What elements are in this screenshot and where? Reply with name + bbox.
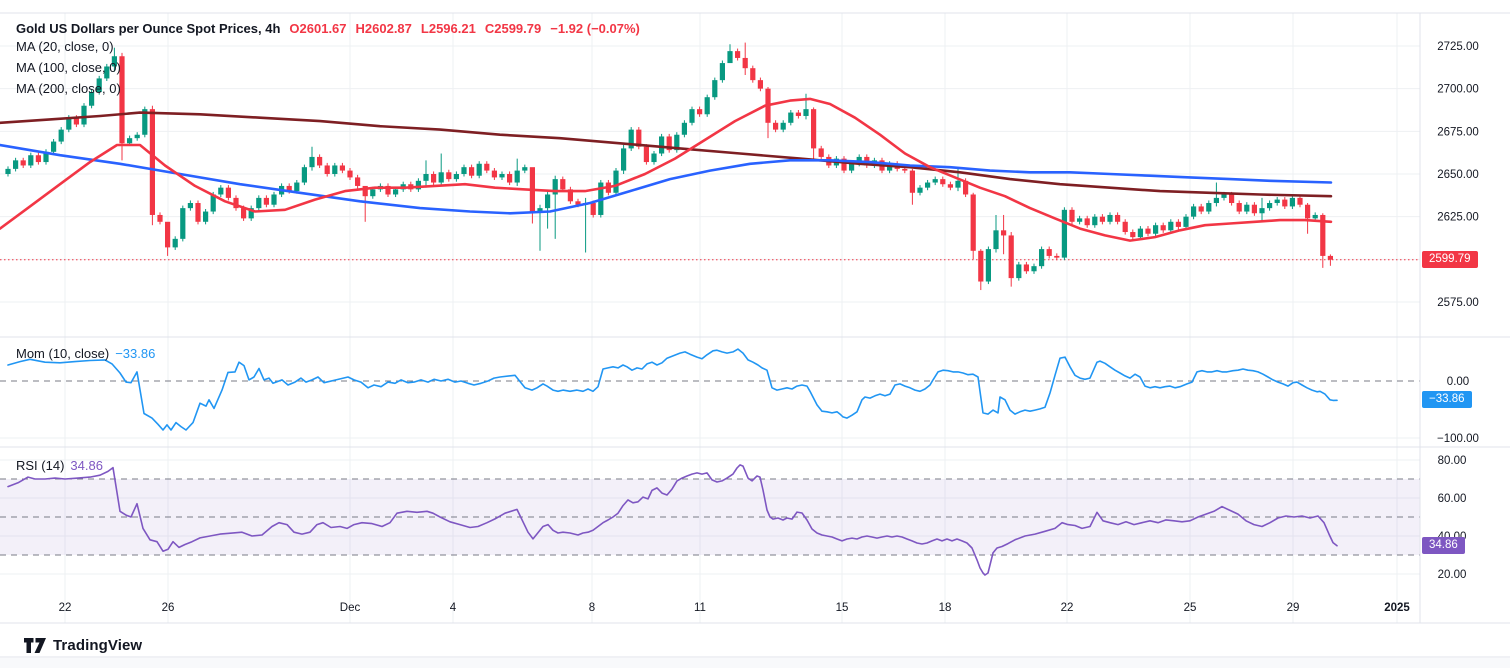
price-axis-tick[interactable]: 2575.00 bbox=[1437, 297, 1479, 309]
ohlc-high: H2602.87 bbox=[355, 21, 412, 36]
momentum-value: −33.86 bbox=[115, 346, 156, 361]
price-axis-tick[interactable]: 2625.00 bbox=[1437, 212, 1479, 224]
momentum-axis-tick[interactable]: −100.00 bbox=[1437, 433, 1479, 445]
momentum-label-text: Mom (10, close) bbox=[16, 346, 110, 361]
ma100-line bbox=[0, 143, 1333, 215]
time-axis-tick[interactable]: 26 bbox=[162, 602, 175, 614]
rsi-value: 34.86 bbox=[70, 458, 103, 473]
time-axis-tick[interactable]: 2025 bbox=[1384, 602, 1410, 614]
price-axis-tick[interactable]: 2725.00 bbox=[1437, 41, 1479, 53]
tradingview-logo[interactable]: TradingView bbox=[24, 637, 142, 654]
ma100-label[interactable]: MA (100, close, 0) bbox=[16, 60, 121, 75]
rsi-axis-label: 34.86 bbox=[1422, 536, 1465, 554]
momentum-axis-label: −33.86 bbox=[1422, 391, 1472, 409]
momentum-line bbox=[7, 348, 1338, 431]
ohlc-low: L2596.21 bbox=[420, 21, 476, 36]
momentum-pane[interactable] bbox=[7, 348, 1338, 431]
ma20-label[interactable]: MA (20, close, 0) bbox=[16, 39, 114, 54]
rsi-line bbox=[7, 464, 1338, 576]
time-axis-tick[interactable]: 8 bbox=[589, 602, 595, 614]
rsi-pane[interactable] bbox=[7, 464, 1338, 576]
tradingview-logo-icon bbox=[24, 638, 46, 653]
time-axis-tick[interactable]: 15 bbox=[836, 602, 849, 614]
time-axis-tick[interactable]: 18 bbox=[939, 602, 952, 614]
time-axis-tick[interactable]: Dec bbox=[340, 602, 361, 614]
rsi-zone bbox=[0, 380, 1420, 556]
time-axis-tick[interactable]: 29 bbox=[1287, 602, 1300, 614]
candlesticks[interactable] bbox=[5, 42, 1333, 291]
rsi-axis-tick[interactable]: 20.00 bbox=[1438, 569, 1467, 581]
ma200-line bbox=[0, 111, 1333, 198]
momentum-indicator-label[interactable]: Mom (10, close) −33.86 bbox=[16, 346, 155, 361]
chart-header: Gold US Dollars per Ounce Spot Prices, 4… bbox=[16, 21, 640, 99]
time-axis-tick[interactable]: 25 bbox=[1184, 602, 1197, 614]
price-axis-tick[interactable]: 2650.00 bbox=[1437, 169, 1479, 181]
ohlc-open: O2601.67 bbox=[289, 21, 347, 36]
time-axis-tick[interactable]: 4 bbox=[450, 602, 457, 614]
symbol-title[interactable]: Gold US Dollars per Ounce Spot Prices, 4… bbox=[16, 21, 281, 36]
ohlc-change: −1.92 (−0.07%) bbox=[550, 21, 640, 36]
rsi-label-text: RSI (14) bbox=[16, 458, 65, 473]
price-axis-tick[interactable]: 2700.00 bbox=[1437, 84, 1479, 96]
price-axis-tick[interactable]: 2675.00 bbox=[1437, 126, 1479, 138]
ma20-line bbox=[0, 97, 1333, 242]
ohlc-close: C2599.79 bbox=[484, 21, 542, 36]
rsi-indicator-label[interactable]: RSI (14) 34.86 bbox=[16, 458, 103, 473]
time-axis-tick[interactable]: 22 bbox=[59, 602, 72, 614]
tradingview-logo-text: TradingView bbox=[53, 637, 143, 654]
rsi-axis-tick[interactable]: 80.00 bbox=[1438, 455, 1467, 467]
time-axis-tick[interactable]: 11 bbox=[694, 602, 706, 614]
last-price-axis-label: 2599.79 bbox=[1422, 250, 1478, 268]
ma200-label[interactable]: MA (200, close, 0) bbox=[16, 81, 121, 96]
rsi-axis-tick[interactable]: 60.00 bbox=[1438, 493, 1467, 505]
pane-separators bbox=[0, 12, 1510, 668]
momentum-axis-tick[interactable]: 0.00 bbox=[1447, 376, 1469, 388]
moving-averages bbox=[0, 97, 1333, 242]
time-axis-tick[interactable]: 22 bbox=[1061, 602, 1074, 614]
